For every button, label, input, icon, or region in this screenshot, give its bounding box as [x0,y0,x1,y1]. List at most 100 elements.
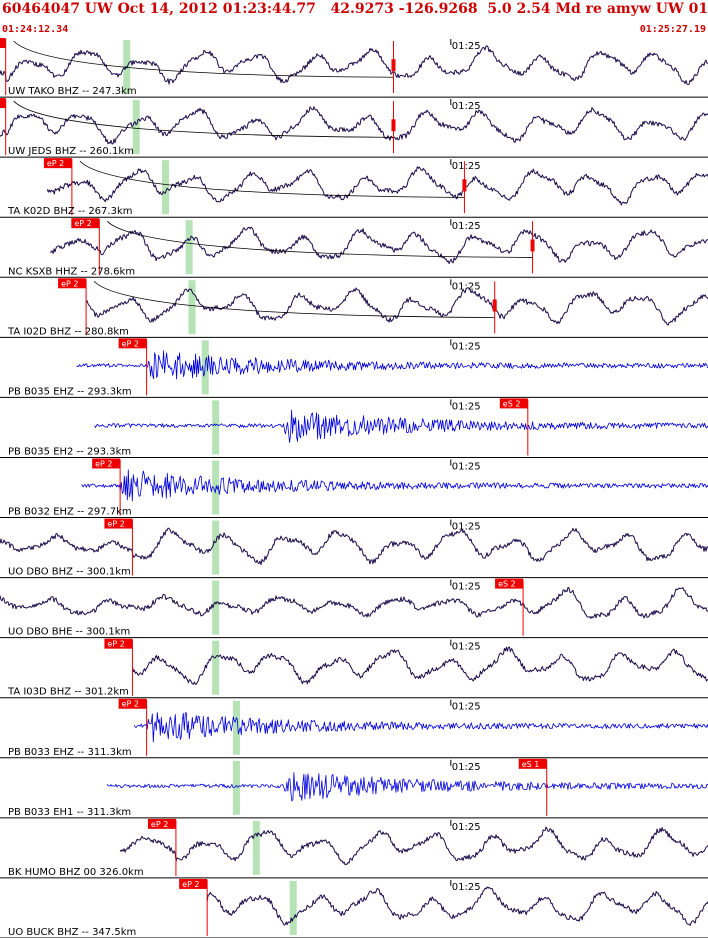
waveform [133,712,708,743]
station-label: BK HUMO BHZ 00 326.0km [8,867,144,878]
time-tick-label: 01:25 [452,882,481,893]
time-tick-label: 01:25 [452,461,481,472]
analysis-window [232,760,240,815]
phase-pick-badge [104,638,133,649]
station-label: NC KSXB HHZ -- 278.6km [8,266,135,277]
waveform [94,409,708,443]
phase-pick-label: eP 2 [151,820,168,829]
waveform [76,350,708,380]
coda-curve [13,100,394,138]
coda-pick-marker [391,59,396,72]
phase-pick-label: eP 2 [107,640,124,649]
trace-panel: 01:25 eS 2 UO DBO BHE -- 300.1km [0,578,708,639]
trace-panel: 01:25 eP 2 UO BUCK BHZ -- 347.5km [0,878,708,938]
analysis-window [212,400,220,455]
coda-curve [107,220,533,258]
coda-curve [79,160,465,198]
time-tick-label: 01:25 [452,41,481,52]
waveform [0,527,708,566]
station-label: UW JEDS BHZ -- 260.1km [8,146,134,157]
trace-panel: 01:25 eS 2 PB B035 EH2 -- 293.3km [0,398,708,458]
trace-panel: 01:25 eP 2 PB B032 EHZ -- 297.7km [0,458,708,519]
coda-pick-marker [530,239,535,252]
phase-pick-badge [147,818,176,829]
time-tick-label: 01:25 [452,522,481,533]
trace-panel: 01:25 eP 2 PB B033 EHZ -- 311.3km [0,698,708,759]
analysis-window [232,700,240,755]
coda-curve [13,40,394,78]
analysis-window [185,220,193,275]
phase-pick-label: eS 2 [498,580,516,589]
analysis-window [132,100,140,155]
time-tick-label: 01:25 [452,822,481,833]
phase-pick-label: eS 2 [503,399,521,408]
waveform [81,469,708,502]
station-label: TA I02D BHZ -- 280.8km [7,326,129,337]
phase-pick-label: eS 1 [522,760,540,769]
time-tick-label: 01:25 [452,582,481,593]
event-header: 60464047 UW Oct 14, 2012 01:23:44.77 42.… [2,1,708,17]
end-time: 01:25:27.19 [639,24,706,35]
station-label: PB B033 EH1 -- 311.3km [8,807,131,818]
phase-pick-label: eP 2 [47,159,64,168]
analysis-window [289,880,297,935]
time-tick-label: 01:25 [452,161,481,172]
phase-pick-label: eP 2 [61,279,78,288]
time-tick-label: 01:25 [452,281,481,292]
station-label: TA K02D BHZ -- 267.3km [7,206,132,217]
waveform [0,106,708,145]
waveform [46,166,708,206]
waveform [119,826,708,866]
phase-pick-label: eP 2 [122,700,139,709]
station-label: PB B035 EH2 -- 293.3km [8,446,131,457]
analysis-window [212,520,220,575]
station-label: PB B033 EHZ -- 311.3km [8,747,132,758]
start-time: 01:24:12.34 [2,24,69,35]
phase-pick-badge [43,158,72,169]
coda-pick-marker [462,179,467,192]
time-tick-label: 01:25 [452,341,481,352]
waveform [131,646,708,685]
analysis-window [162,160,170,215]
trace-panel: 01:25 eP 2 UO DBO BHZ -- 300.1km [0,518,708,579]
phase-pick-badge [104,518,133,529]
phase-pick-label: eP 2 [122,339,139,348]
analysis-window [252,820,260,875]
trace-panel: 01:25 eP 2 PB B035 EHZ -- 293.3km [0,338,708,398]
station-label: UO DBO BHZ -- 300.1km [8,567,131,578]
phase-pick-label: eP 2 [95,459,112,468]
time-tick-label: 01:25 [452,401,481,412]
phase-pick-badge [518,758,547,769]
station-label: UW TAKO BHZ -- 247.3km [8,86,137,97]
station-label: PB B035 EHZ -- 293.3km [8,386,132,397]
phase-pick-badge [495,578,524,589]
coda-pick-marker [492,299,497,312]
time-tick-label: 01:25 [452,101,481,112]
phase-pick-badge [0,98,6,109]
waveform [0,587,708,619]
phase-pick-badge [0,38,6,48]
trace-panel: 01:25 eP 2 TA I02D BHZ -- 280.8km [0,278,708,338]
phase-pick-label: eP 2 [182,880,199,889]
analysis-window [212,640,220,695]
phase-pick-badge [118,338,147,349]
time-tick-label: 01:25 [452,221,481,232]
trace-panel: 01:25 eP 2 TA K02D BHZ -- 267.3km [0,158,708,218]
phase-pick-badge [71,218,100,229]
time-tick-label: 01:25 [452,762,481,773]
phase-pick-badge [179,878,208,889]
phase-pick-badge [499,398,528,409]
station-label: PB B032 EHZ -- 297.7km [8,507,132,518]
station-label: UO BUCK BHZ -- 347.5km [8,927,136,938]
time-tick-label: 01:25 [452,642,481,653]
waveform [85,287,708,326]
phase-pick-badge [58,278,87,289]
trace-panel: 01:25 eS 1 PB B033 EH1 -- 311.3km [0,758,708,819]
waveform [49,226,708,265]
trace-panel: 01:25 eP 2 NC KSXB HHZ -- 278.6km [0,218,708,278]
time-tick-label: 01:25 [452,702,481,713]
station-label: TA I03D BHZ -- 301.2km [7,687,129,698]
